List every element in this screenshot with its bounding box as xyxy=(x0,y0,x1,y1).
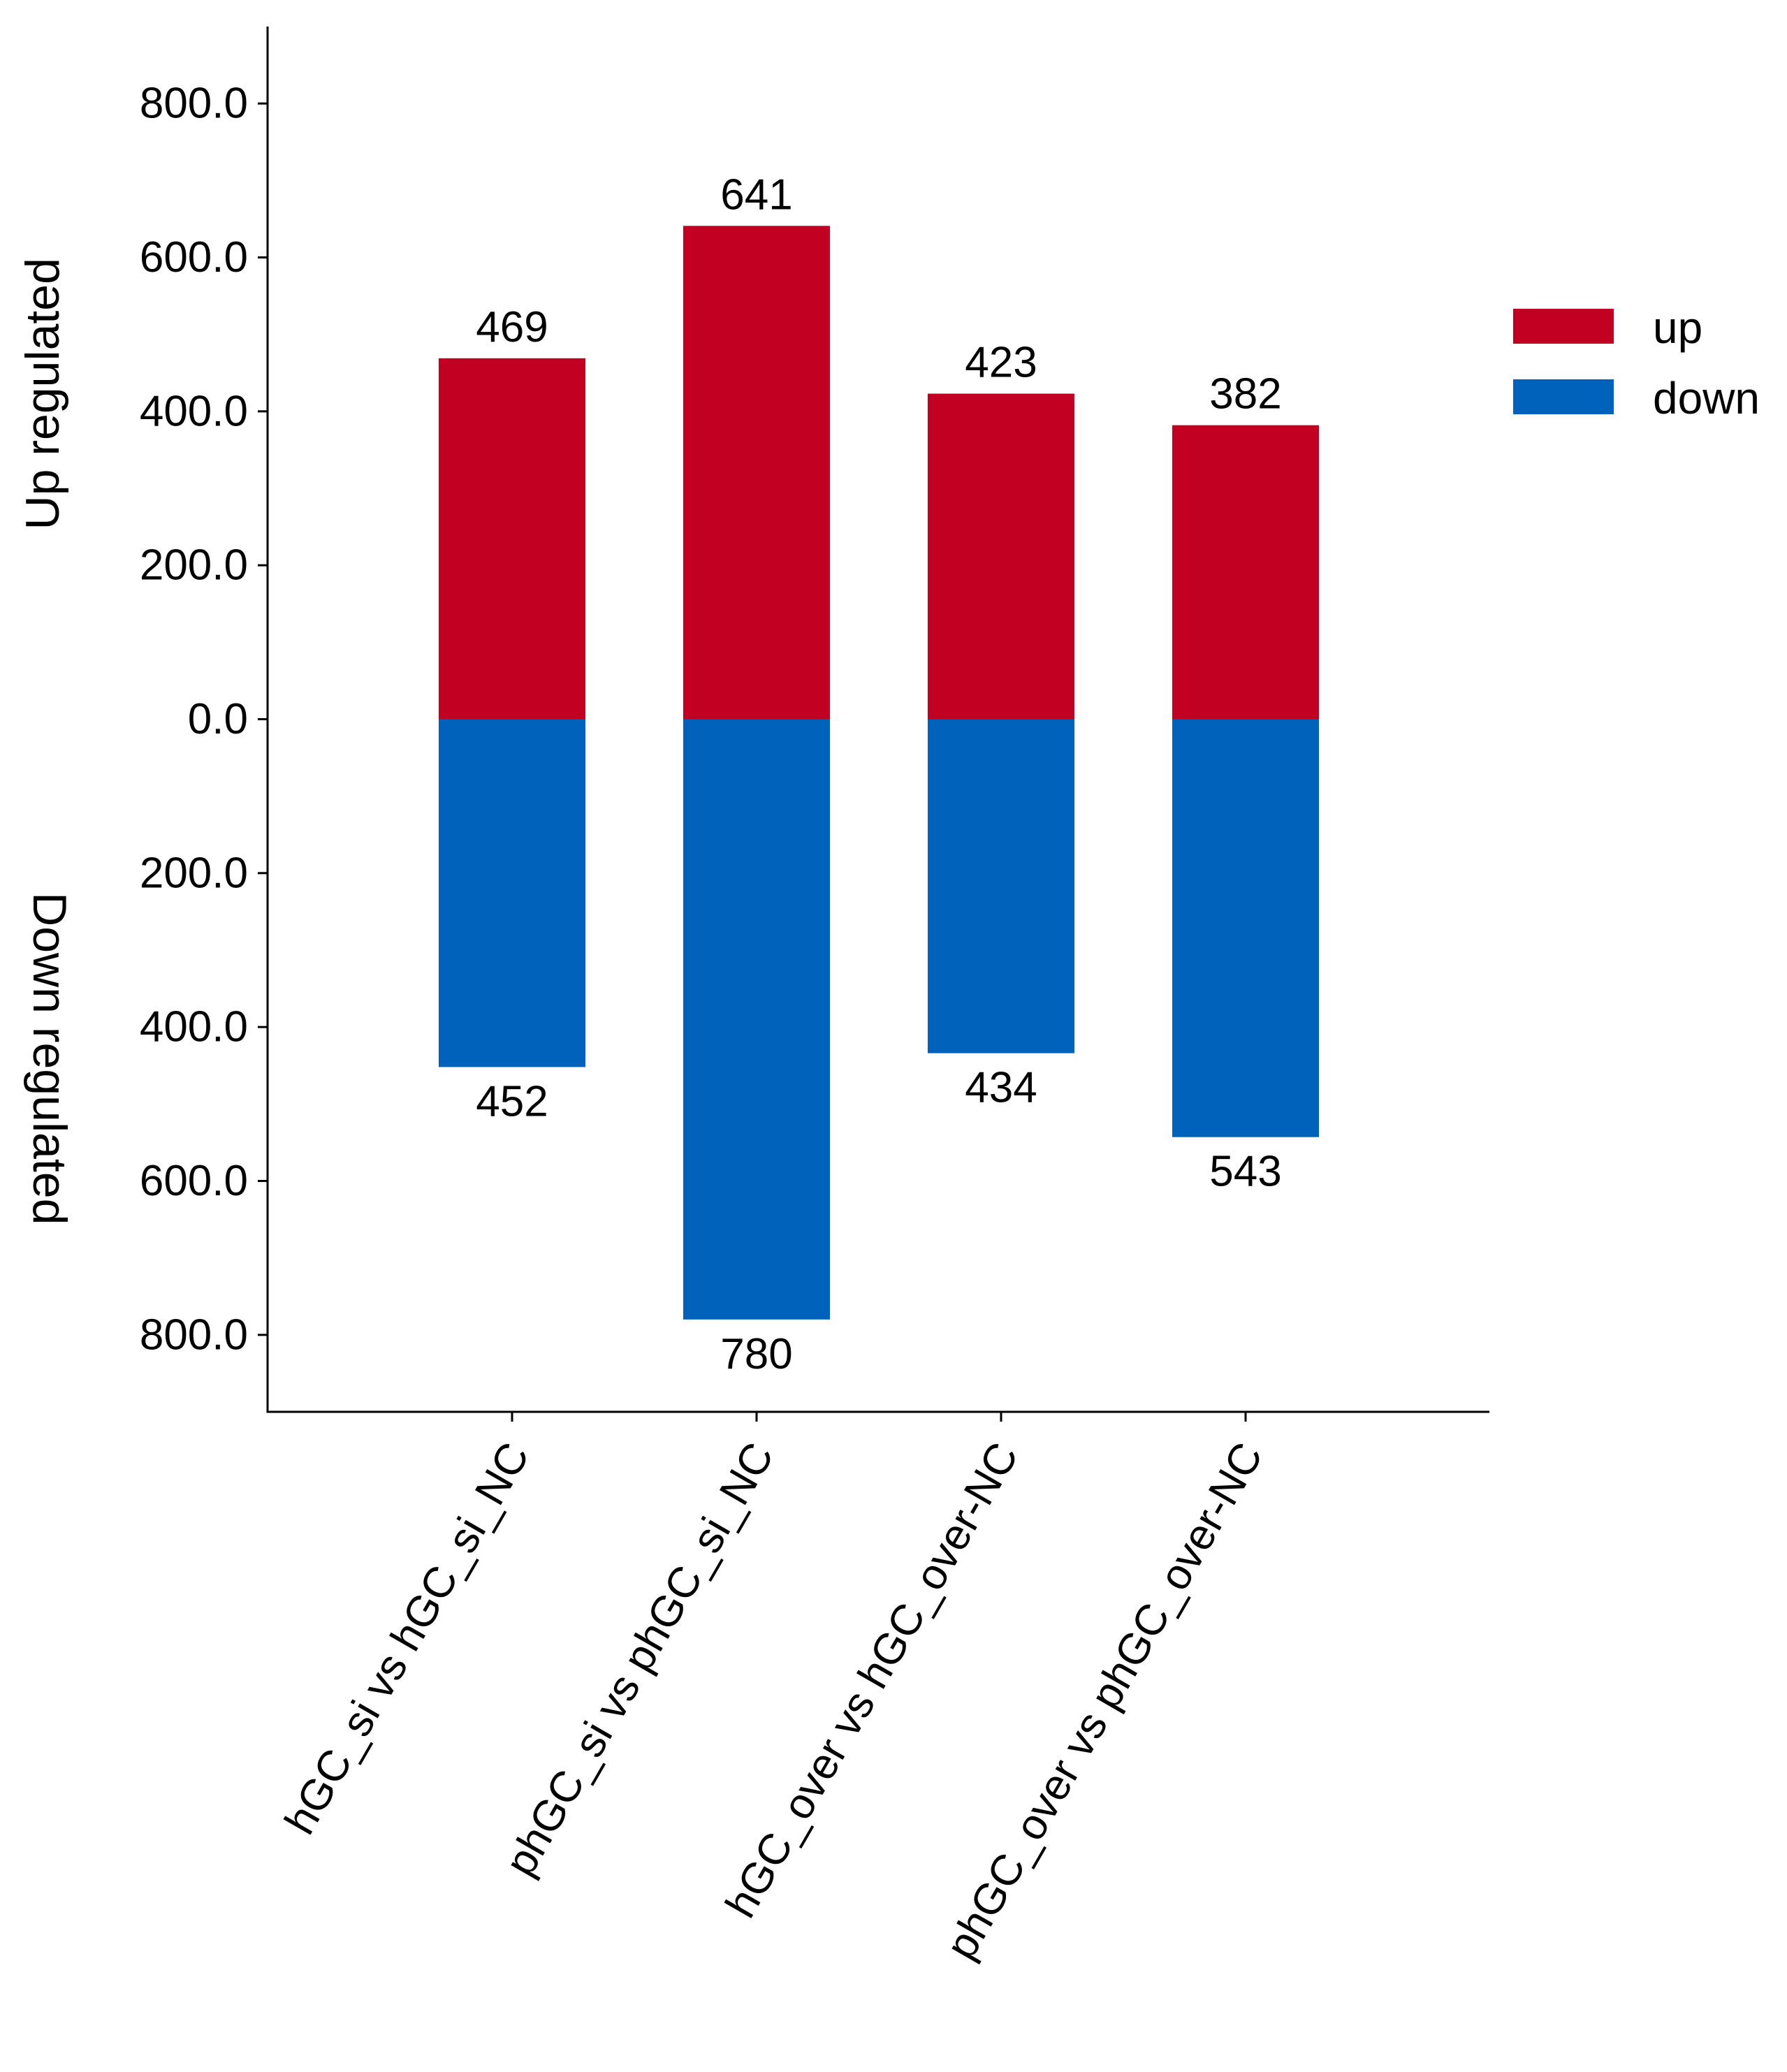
bar-up xyxy=(1172,425,1319,720)
y-axis-title-down: Down regulated xyxy=(23,892,76,1225)
bar-up xyxy=(928,393,1074,720)
y-tick-label: 200.0 xyxy=(140,541,248,590)
data-label-down: 780 xyxy=(720,1330,792,1378)
y-tick-label: 400.0 xyxy=(140,1003,248,1051)
legend-label-up: up xyxy=(1653,302,1702,353)
y-axis-title-up: Up regulated xyxy=(16,258,69,530)
y-tick-label: 400.0 xyxy=(140,387,248,435)
bar-up xyxy=(683,226,830,720)
y-tick-label: 0.0 xyxy=(188,695,248,743)
y-tick-label: 800.0 xyxy=(140,1311,248,1359)
legend-swatch-up xyxy=(1513,309,1614,344)
data-label-up: 382 xyxy=(1209,370,1281,418)
bar-up xyxy=(439,358,585,720)
data-label-up: 641 xyxy=(720,170,792,219)
value-labels-layer: 469 452 641 780 423 434 382 543 xyxy=(476,170,1281,1378)
bars-layer xyxy=(439,226,1319,1320)
y-tick-label: 600.0 xyxy=(140,1157,248,1205)
data-label-up: 469 xyxy=(476,303,548,351)
bar-down xyxy=(439,719,585,1067)
data-label-up: 423 xyxy=(965,338,1037,386)
data-label-down: 434 xyxy=(965,1064,1037,1112)
legend: up down xyxy=(1513,302,1760,423)
bar-down xyxy=(928,719,1074,1053)
legend-label-down: down xyxy=(1653,373,1760,423)
x-tick-label: hGC_si vs hGC_si_NC xyxy=(276,1435,539,1843)
bar-down xyxy=(1172,719,1319,1137)
y-tick-label: 200.0 xyxy=(140,849,248,897)
legend-swatch-down xyxy=(1513,379,1614,414)
x-tick-label: hGC_over vs hGC_over-NC xyxy=(717,1435,1028,1926)
data-label-down: 452 xyxy=(476,1077,548,1125)
y-tick-label: 600.0 xyxy=(140,233,248,282)
bar-down xyxy=(683,719,830,1320)
y-tick-label: 800.0 xyxy=(140,80,248,128)
x-tick-label: phGC_si vs phGC_si_NC xyxy=(496,1435,783,1884)
data-label-down: 543 xyxy=(1209,1148,1281,1196)
